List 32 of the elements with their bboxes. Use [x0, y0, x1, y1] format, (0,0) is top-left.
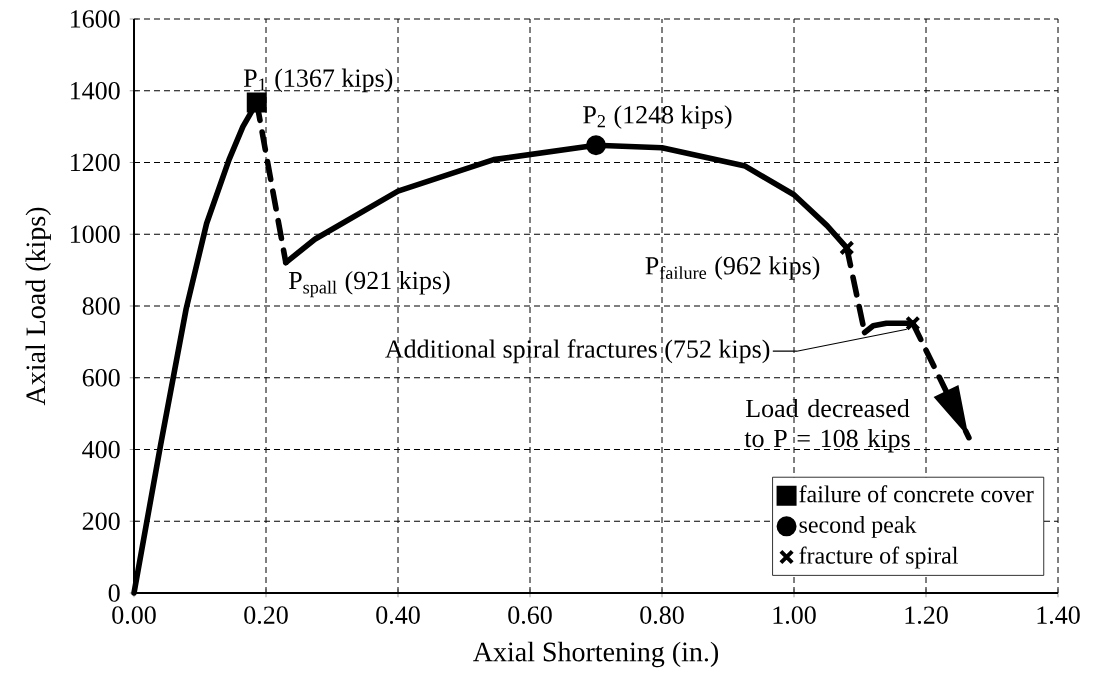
x-axis-title: Axial Shortening (in.) [473, 641, 719, 668]
annotation: P$_{spall}$ (921 kips) [288, 271, 450, 298]
legend-label: second peak [799, 516, 917, 538]
x-tick-label: 1.20 [905, 606, 948, 624]
x-tick-label: 0.80 [640, 606, 684, 624]
y-tick-label: 400 [82, 440, 120, 459]
point [246, 92, 267, 113]
x-tick-label: 1.40 [1037, 606, 1080, 624]
annotation: P$_{1}$ (1367 kips) [243, 68, 393, 93]
y-axis-title: Axial Load (kips) [25, 207, 51, 406]
annotation: P$_{2}$ (1248 kips) [583, 105, 732, 129]
y-tick-label: 600 [82, 368, 120, 387]
point [586, 135, 607, 156]
legend-label: failure of concrete cover [799, 485, 1034, 503]
x-tick-label: 0.60 [508, 606, 552, 624]
y-tick-label: 0 [108, 584, 120, 602]
y-tick-label: 1400 [70, 81, 120, 100]
y-tick-label: 1000 [70, 225, 120, 244]
y-tick-label: 200 [82, 512, 120, 531]
annotation: Additional spiral fractures (752 kips) [385, 339, 770, 364]
y-tick-label: 1600 [70, 10, 120, 28]
x-tick-label: 0.20 [244, 606, 288, 624]
y-tick-label: 800 [82, 297, 120, 315]
x-tick-label: 0.40 [376, 606, 420, 624]
annotation: Load decreased to P = 108 kips [744, 398, 910, 453]
point [905, 315, 921, 331]
legend-label: fracture of spiral [799, 546, 958, 569]
y-tick-label: 1200 [70, 153, 120, 172]
x-tick-label: 0.00 [112, 606, 156, 624]
x-tick-label: 1.00 [773, 606, 816, 624]
annotation: P$_{failure}$ (962 kips) [645, 256, 820, 280]
point [839, 240, 855, 256]
